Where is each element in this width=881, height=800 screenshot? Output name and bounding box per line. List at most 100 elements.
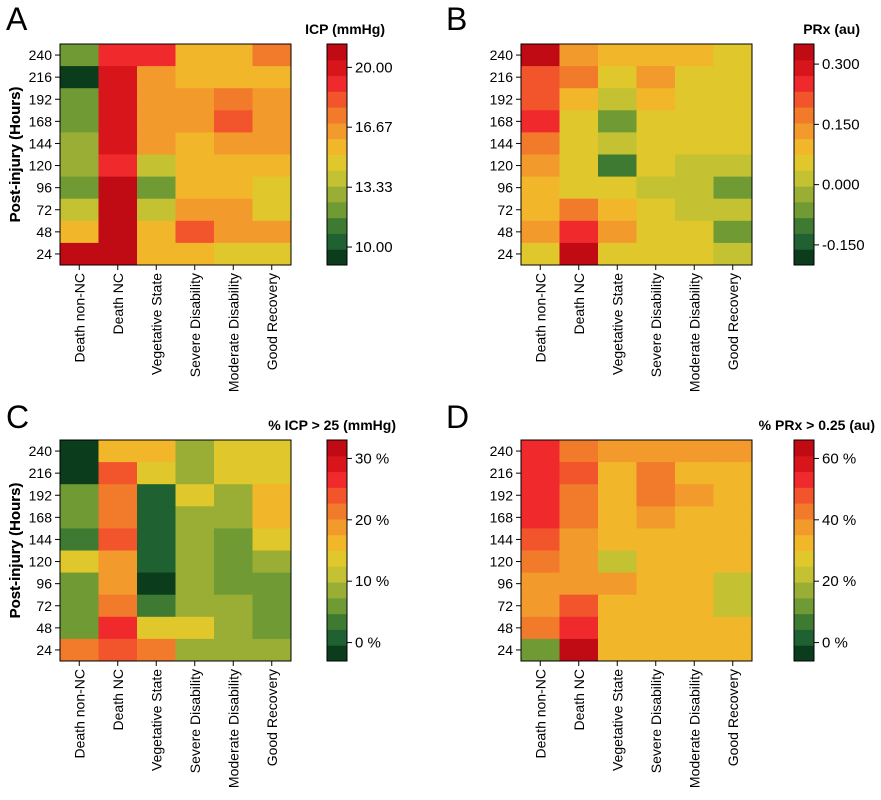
heatmap-cell-b [598, 220, 637, 244]
heatmap-cell-a [60, 88, 99, 111]
x-tick-label-b: Moderate Disability [686, 273, 702, 392]
colorbar-segment-c [327, 613, 347, 630]
heatmap-cell-a [214, 110, 253, 133]
heatmap-cell-c [98, 528, 138, 551]
y-tick-label-a: 72 [36, 202, 52, 218]
heatmap-cell-c [137, 484, 176, 507]
heatmap-cell-d [521, 638, 560, 662]
heatmap-cell-d [521, 594, 560, 618]
heatmap-cell-d [675, 440, 714, 463]
colorbar-tick-label-d: 60 % [822, 450, 856, 467]
heatmap-cell-b [521, 44, 560, 67]
colorbar-segment-b [794, 122, 814, 140]
heatmap-cell-d [675, 506, 714, 529]
heatmap-cell-d [559, 638, 599, 662]
heatmap-cell-b [521, 220, 560, 244]
y-tick-label-a: 120 [29, 158, 53, 174]
colorbar-segment-d [794, 487, 814, 504]
heatmap-cell-c [252, 616, 292, 640]
heatmap-cell-a [98, 132, 138, 155]
heatmap-cell-a [252, 132, 292, 155]
heatmap-cell-b [713, 242, 753, 266]
colorbar-segment-b [794, 170, 814, 187]
y-tick-label-b: 192 [490, 91, 514, 107]
heatmap-cell-a [98, 176, 138, 200]
colorbar-tick-label-d: 20 % [822, 573, 856, 590]
x-tick-label-c: Good Recovery [264, 669, 280, 766]
heatmap-cell-c [137, 506, 176, 529]
heatmap-cell-c [214, 594, 253, 618]
heatmap-cell-b [713, 88, 753, 111]
heatmap-cell-d [559, 528, 599, 551]
colorbar-segment-a [327, 75, 347, 92]
heatmap-cell-a [98, 198, 138, 222]
heatmap-cell-b [636, 66, 676, 89]
y-axis-title-a: Post-injury (Hours) [7, 87, 24, 223]
heatmap-cell-a [175, 154, 215, 178]
heatmap-cell-a [137, 110, 176, 133]
heatmap-cell-c [98, 462, 138, 485]
heatmap-cell-a [60, 242, 99, 266]
colorbar-segment-a [327, 138, 347, 155]
x-tick-label-d: Moderate Disability [686, 669, 702, 788]
heatmap-cell-c [175, 572, 215, 596]
y-tick-label-d: 24 [497, 642, 513, 658]
heatmap-cell-b [675, 66, 714, 89]
heatmap-cell-b [675, 176, 714, 200]
heatmap-cell-d [713, 616, 753, 640]
x-tick-label-a: Moderate Disability [225, 273, 241, 392]
heatmap-cell-c [252, 572, 292, 596]
panel-letter-c: C [6, 399, 29, 435]
heatmap-cell-a [175, 242, 215, 266]
colorbar-segment-b [794, 154, 814, 171]
heatmap-cell-b [598, 132, 637, 155]
colorbar-segment-c [327, 471, 347, 488]
y-tick-label-d: 96 [497, 576, 513, 592]
heatmap-cell-c [175, 638, 215, 662]
heatmap-cell-b [559, 154, 599, 178]
heatmap-cell-d [675, 616, 714, 640]
colorbar-segment-b [794, 217, 814, 234]
heatmap-cell-d [713, 528, 753, 551]
heatmap-cell-c [175, 616, 215, 640]
colorbar-border-a [326, 43, 348, 266]
heatmap-cell-c [214, 572, 253, 596]
heatmap-cell-c [175, 440, 215, 463]
y-tick-label-c: 96 [36, 576, 52, 592]
x-tick-label-d: Good Recovery [725, 669, 741, 766]
x-tick-label-b: Vegetative State [609, 273, 625, 375]
heatmap-cell-d [675, 462, 714, 485]
heatmap-cell-c [175, 462, 215, 485]
heatmap-cell-b [559, 66, 599, 89]
colorbar-segment-c [327, 440, 347, 457]
colorbar-segment-d [794, 518, 814, 536]
heatmap-cell-a [175, 88, 215, 111]
heatmap-cell-b [636, 176, 676, 200]
y-tick-label-a: 48 [36, 224, 52, 240]
colorbar-segment-d [794, 597, 814, 615]
heatmap-cell-a [98, 44, 138, 67]
heatmap-cell-d [675, 484, 714, 507]
heatmap-cell-b [636, 220, 676, 244]
heatmap-cell-d [559, 484, 599, 507]
heatmap-cell-b [713, 44, 753, 67]
y-tick-label-a: 240 [29, 47, 53, 63]
heatmap-cell-c [137, 594, 176, 618]
heatmap-cell-d [636, 528, 676, 551]
y-tick-label-c: 72 [36, 598, 52, 614]
x-tick-label-c: Vegetative State [148, 669, 164, 771]
heatmap-cell-b [521, 110, 560, 133]
colorbar-tick-label-a: 13.33 [355, 179, 393, 196]
heatmap-cell-c [175, 594, 215, 618]
colorbar-tick-label-d: 0 % [822, 635, 848, 652]
y-tick-label-b: 240 [490, 47, 514, 63]
heatmap-cell-c [252, 594, 292, 618]
y-tick-label-a: 216 [29, 69, 53, 85]
heatmap-cell-b [521, 242, 560, 266]
heatmap-cell-d [521, 462, 560, 485]
heatmap-cell-b [675, 242, 714, 266]
heatmap-cell-b [713, 110, 753, 133]
heatmap-cell-b [636, 154, 676, 178]
y-tick-label-c: 168 [29, 509, 53, 525]
